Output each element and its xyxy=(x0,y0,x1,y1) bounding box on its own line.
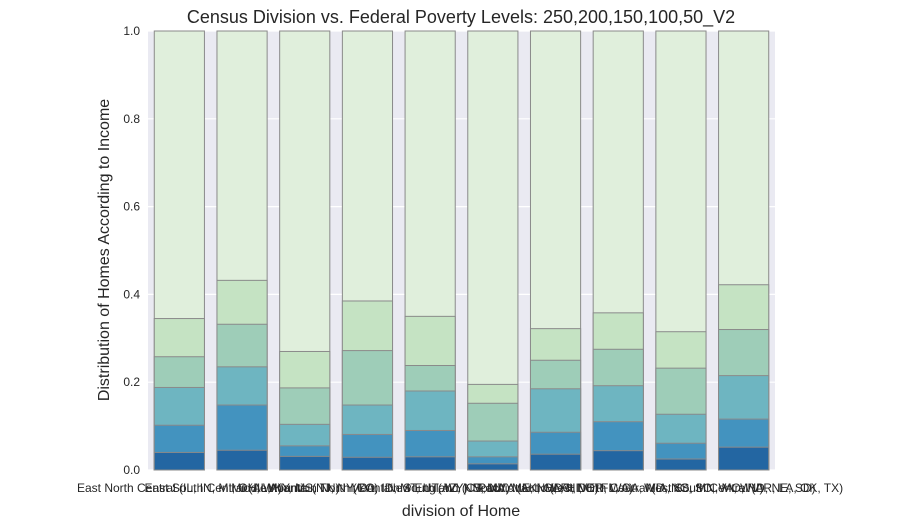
x-tick-label: West South Central (AR, LA, OK, TX) xyxy=(644,481,843,495)
y-tick-label: 0.0 xyxy=(123,463,140,477)
y-tick-label: 0.8 xyxy=(123,112,140,126)
bar-segment-6-7 xyxy=(529,453,582,471)
bar-segment-6-9 xyxy=(655,458,707,471)
bar-segment-6-4 xyxy=(341,456,394,471)
x-tick-label: Pacific (AK, CA, HI, OR, WA) xyxy=(478,481,633,495)
x-axis-ticks: East North Central (IL, IN, MI, OH, WI)E… xyxy=(77,481,843,495)
bar-segment-6-6 xyxy=(467,463,519,471)
bar-segment-6-1 xyxy=(153,451,205,471)
y-tick-label: 0.2 xyxy=(123,375,140,389)
bar-segment-6-3 xyxy=(279,455,331,471)
x-tick-label: East North Central (IL, IN, MI, OH, WI) xyxy=(77,481,282,495)
bar-segment-6-2 xyxy=(216,449,268,471)
bars xyxy=(153,30,770,471)
x-tick-label: Mountain South (AZ, NM, NV) xyxy=(350,481,509,495)
y-tick-label: 1.0 xyxy=(123,24,140,38)
y-axis-ticks: 0.0 0.2 0.4 0.6 0.8 1.0 xyxy=(123,24,140,477)
x-tick-label: East South Central (AL, KY, MS, TN) xyxy=(145,481,340,495)
x-tick-label: South Atlantic (DC, DE, FL, GA, MD, NC, … xyxy=(473,481,764,495)
y-tick-label: 0.6 xyxy=(123,200,140,214)
x-axis-label: division of Home xyxy=(402,503,520,520)
bar-segment-6-8 xyxy=(592,450,644,471)
bar-segment-6-10 xyxy=(718,446,770,471)
x-tick-label: New England (CT, MA, ME, NH, RI, VT) xyxy=(387,481,598,495)
x-tick-label: West North Central (IA, KS, MN, MO, ND, … xyxy=(546,481,815,495)
y-axis-label: Distribution of Homes According to Incom… xyxy=(96,99,113,401)
x-tick-label: Middle Atlantic (NJ, NY, PA) xyxy=(231,481,378,495)
chart-title: Census Division vs. Federal Poverty Leve… xyxy=(187,7,735,28)
y-tick-label: 0.4 xyxy=(123,287,140,301)
x-tick-label: Mountain North (CO, ID, MT, UT, WY) xyxy=(267,481,467,495)
bar-segment-6-5 xyxy=(404,456,456,471)
